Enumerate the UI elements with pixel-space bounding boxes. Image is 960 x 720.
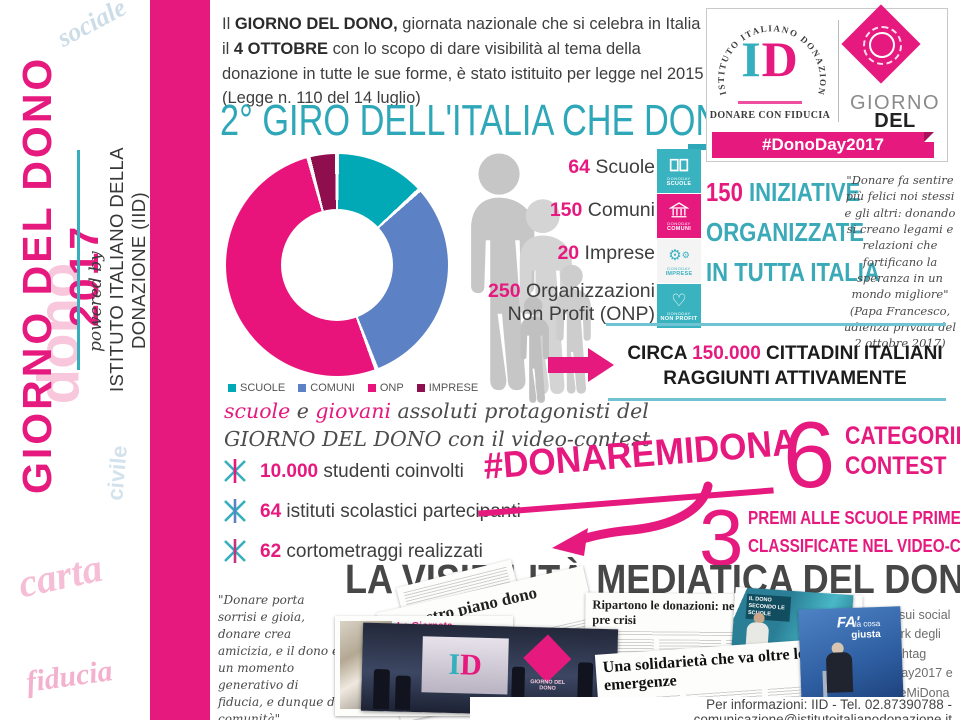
main-title: 2° GIRO DELL'ITALIA CHE DONA bbox=[220, 96, 744, 145]
legend-label: ONP bbox=[379, 382, 404, 394]
legend-label: SCUOLE bbox=[240, 382, 286, 394]
tv-caption: IL DONO SECONDO LE SCUOLE bbox=[745, 593, 792, 623]
premi-number: 3 bbox=[699, 493, 744, 582]
badge-label: SCUOLE bbox=[666, 181, 692, 187]
legend-swatch-comuni bbox=[298, 384, 307, 392]
sidebar-divider-line bbox=[77, 150, 80, 370]
title-underline bbox=[688, 144, 716, 150]
legend-label: COMUNI bbox=[310, 382, 355, 394]
legend-label: IMPRESE bbox=[428, 382, 479, 394]
event-title-vertical: GIORNO DEL DONO 2017 bbox=[14, 55, 107, 495]
category-badges: DONODAY SCUOLE DONODAY COMUNI ⚙ ⚙ DONODAY… bbox=[657, 149, 701, 329]
banner-fold bbox=[924, 132, 934, 142]
badge-comuni: DONODAY COMUNI bbox=[657, 194, 701, 238]
legend-item: ONP bbox=[367, 382, 404, 394]
badge-brand: DONODAY bbox=[667, 266, 691, 271]
stat-comuni: 150 Comuni bbox=[549, 199, 655, 221]
iid-tagline: DONARE CON FIDUCIA bbox=[709, 110, 831, 121]
donoday-hashtag-banner: #DonoDay2017 bbox=[712, 132, 934, 158]
circa-statement: CIRCA 150.000 CITTADINI ITALIANI RAGGIUNT… bbox=[627, 343, 943, 389]
footer-contact-info: Per informazioni: IID - Tel. 02.87390788… bbox=[470, 697, 952, 720]
bullet-cortometraggi: 62 cortometraggi realizzati bbox=[260, 541, 483, 562]
separator-line bbox=[606, 323, 946, 326]
stat-imprese: 20 Imprese bbox=[557, 242, 655, 264]
legend-item: IMPRESE bbox=[416, 382, 479, 394]
diamond-inner-ring bbox=[863, 26, 902, 65]
powered-by-label: powered by bbox=[86, 251, 106, 353]
arrow-right-icon bbox=[548, 357, 588, 373]
papa-francesco-quote: "Donare fa sentire più felici noi stessi… bbox=[843, 173, 957, 351]
heart-icon: ♡ bbox=[671, 290, 687, 310]
categorie-number: 6 bbox=[783, 402, 836, 507]
categorie-label: CATEGORIE bbox=[845, 422, 960, 450]
legend-swatch-onp bbox=[367, 384, 376, 392]
bullet-studenti: 10.000 studenti coinvolti bbox=[260, 461, 464, 482]
audience-silhouette bbox=[394, 675, 411, 710]
badge-label: IMPRESE bbox=[665, 271, 693, 277]
stage-id-logo: ID bbox=[448, 647, 483, 682]
watermark-word: fiducia bbox=[24, 654, 115, 699]
tv-show-title-line3: giusta bbox=[851, 628, 881, 641]
stage-diamond-text: GIORNO DEL DONO bbox=[530, 679, 566, 692]
legend-swatch-scuole bbox=[228, 384, 236, 392]
badge-label: COMUNI bbox=[666, 226, 692, 232]
legend-item: SCUOLE bbox=[228, 382, 285, 394]
iniziative-headline: 150 INIZIATIVE ORGANIZZATE IN TUTTA ITALIA bbox=[706, 177, 880, 287]
bullet-istituti: 64 istituti scolastici partecipanti bbox=[260, 501, 521, 522]
badge-brand: DONODAY bbox=[667, 221, 691, 226]
badge-brand: DONODAY bbox=[667, 311, 691, 316]
stat-onp: 250 Organizzazioni Non Profit (ONP) bbox=[488, 280, 655, 325]
badge-imprese: ⚙ ⚙ DONODAY IMPRESE bbox=[657, 239, 701, 283]
legend-item: COMUNI bbox=[298, 382, 355, 394]
stat-scuole: 64 Scuole bbox=[568, 156, 655, 178]
badge-nonprofit: ♡ DONODAY NON PROFIT bbox=[657, 284, 701, 328]
separator-line bbox=[608, 398, 946, 401]
asterisk-icon bbox=[224, 499, 246, 523]
arrow-right-head bbox=[588, 348, 614, 382]
tv-show-title-line2: la cosa bbox=[854, 618, 881, 629]
audience-silhouette bbox=[372, 668, 390, 710]
donut-chart bbox=[226, 154, 448, 376]
tv-person bbox=[825, 651, 854, 693]
iid-arc-text: ISTITUTO ITALIANO DONAZIONE bbox=[710, 10, 827, 97]
book-icon bbox=[669, 155, 689, 175]
premi-label-line2: CLASSIFICATE NEL VIDEO-CONTEST bbox=[748, 536, 960, 556]
logo-divider bbox=[838, 20, 839, 122]
contest-label: CONTEST bbox=[845, 452, 947, 480]
sidebar-accent-bar bbox=[150, 0, 210, 720]
asterisk-icon bbox=[224, 539, 246, 563]
diamond-inner-circle bbox=[869, 32, 895, 58]
badge-brand: DONODAY bbox=[667, 176, 691, 181]
premi-label-line1: PREMI ALLE SCUOLE PRIME bbox=[748, 508, 960, 528]
watermark-word: carta bbox=[14, 544, 107, 607]
gdd-logo-line1: GIORNO bbox=[849, 92, 941, 114]
iid-underline bbox=[738, 101, 802, 104]
legend-swatch-imprese bbox=[416, 384, 425, 392]
curved-arrow-icon bbox=[552, 481, 713, 556]
intro-paragraph: Il GIORNO DEL DONO, giornata nazionale c… bbox=[222, 15, 704, 108]
bank-icon bbox=[669, 200, 689, 220]
stage-diamond-logo bbox=[523, 634, 572, 683]
gears-icon: ⚙ ⚙ bbox=[668, 246, 690, 264]
stage-backdrop-panel: ID bbox=[421, 636, 509, 695]
protagonisti-text: scuole e giovani assoluti protagonisti d… bbox=[224, 399, 650, 451]
mattarella-quote: "Donare porta sorrisi e gioia, donare cr… bbox=[218, 593, 340, 720]
chart-legend: SCUOLE COMUNI ONP IMPRESE bbox=[228, 382, 478, 394]
watermark-word: civile bbox=[102, 444, 132, 502]
badge-label: NON PROFIT bbox=[660, 316, 698, 322]
organization-name-vertical: ISTITUTO ITALIANO DELLA DONAZIONE (IID) bbox=[106, 147, 149, 393]
badge-scuole: DONODAY SCUOLE bbox=[657, 149, 701, 193]
tv-screenshot-fa-la-cosa-giusta: FA' la cosa giusta bbox=[798, 606, 904, 708]
asterisk-icon bbox=[224, 459, 246, 483]
iid-monogram: ID bbox=[741, 31, 799, 87]
